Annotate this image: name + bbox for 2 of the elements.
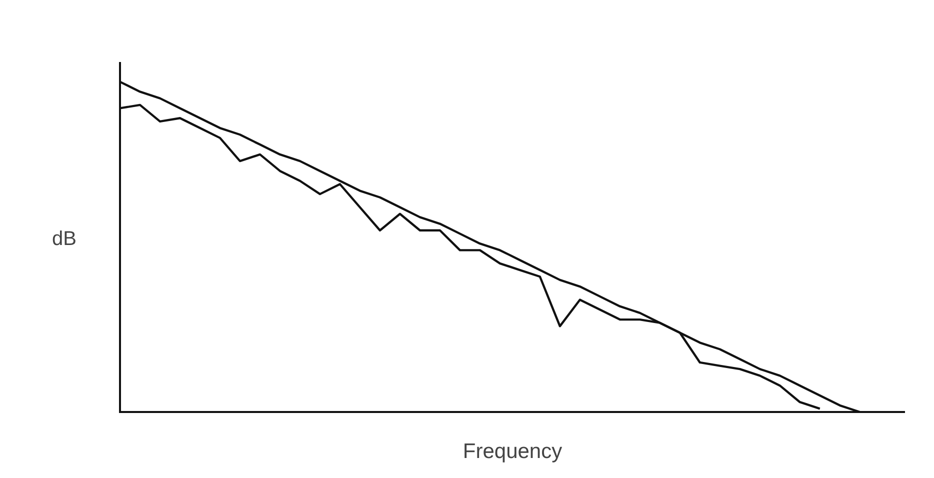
x-axis-title: Frequency — [462, 440, 564, 464]
y-axis-title: dB — [52, 228, 76, 251]
